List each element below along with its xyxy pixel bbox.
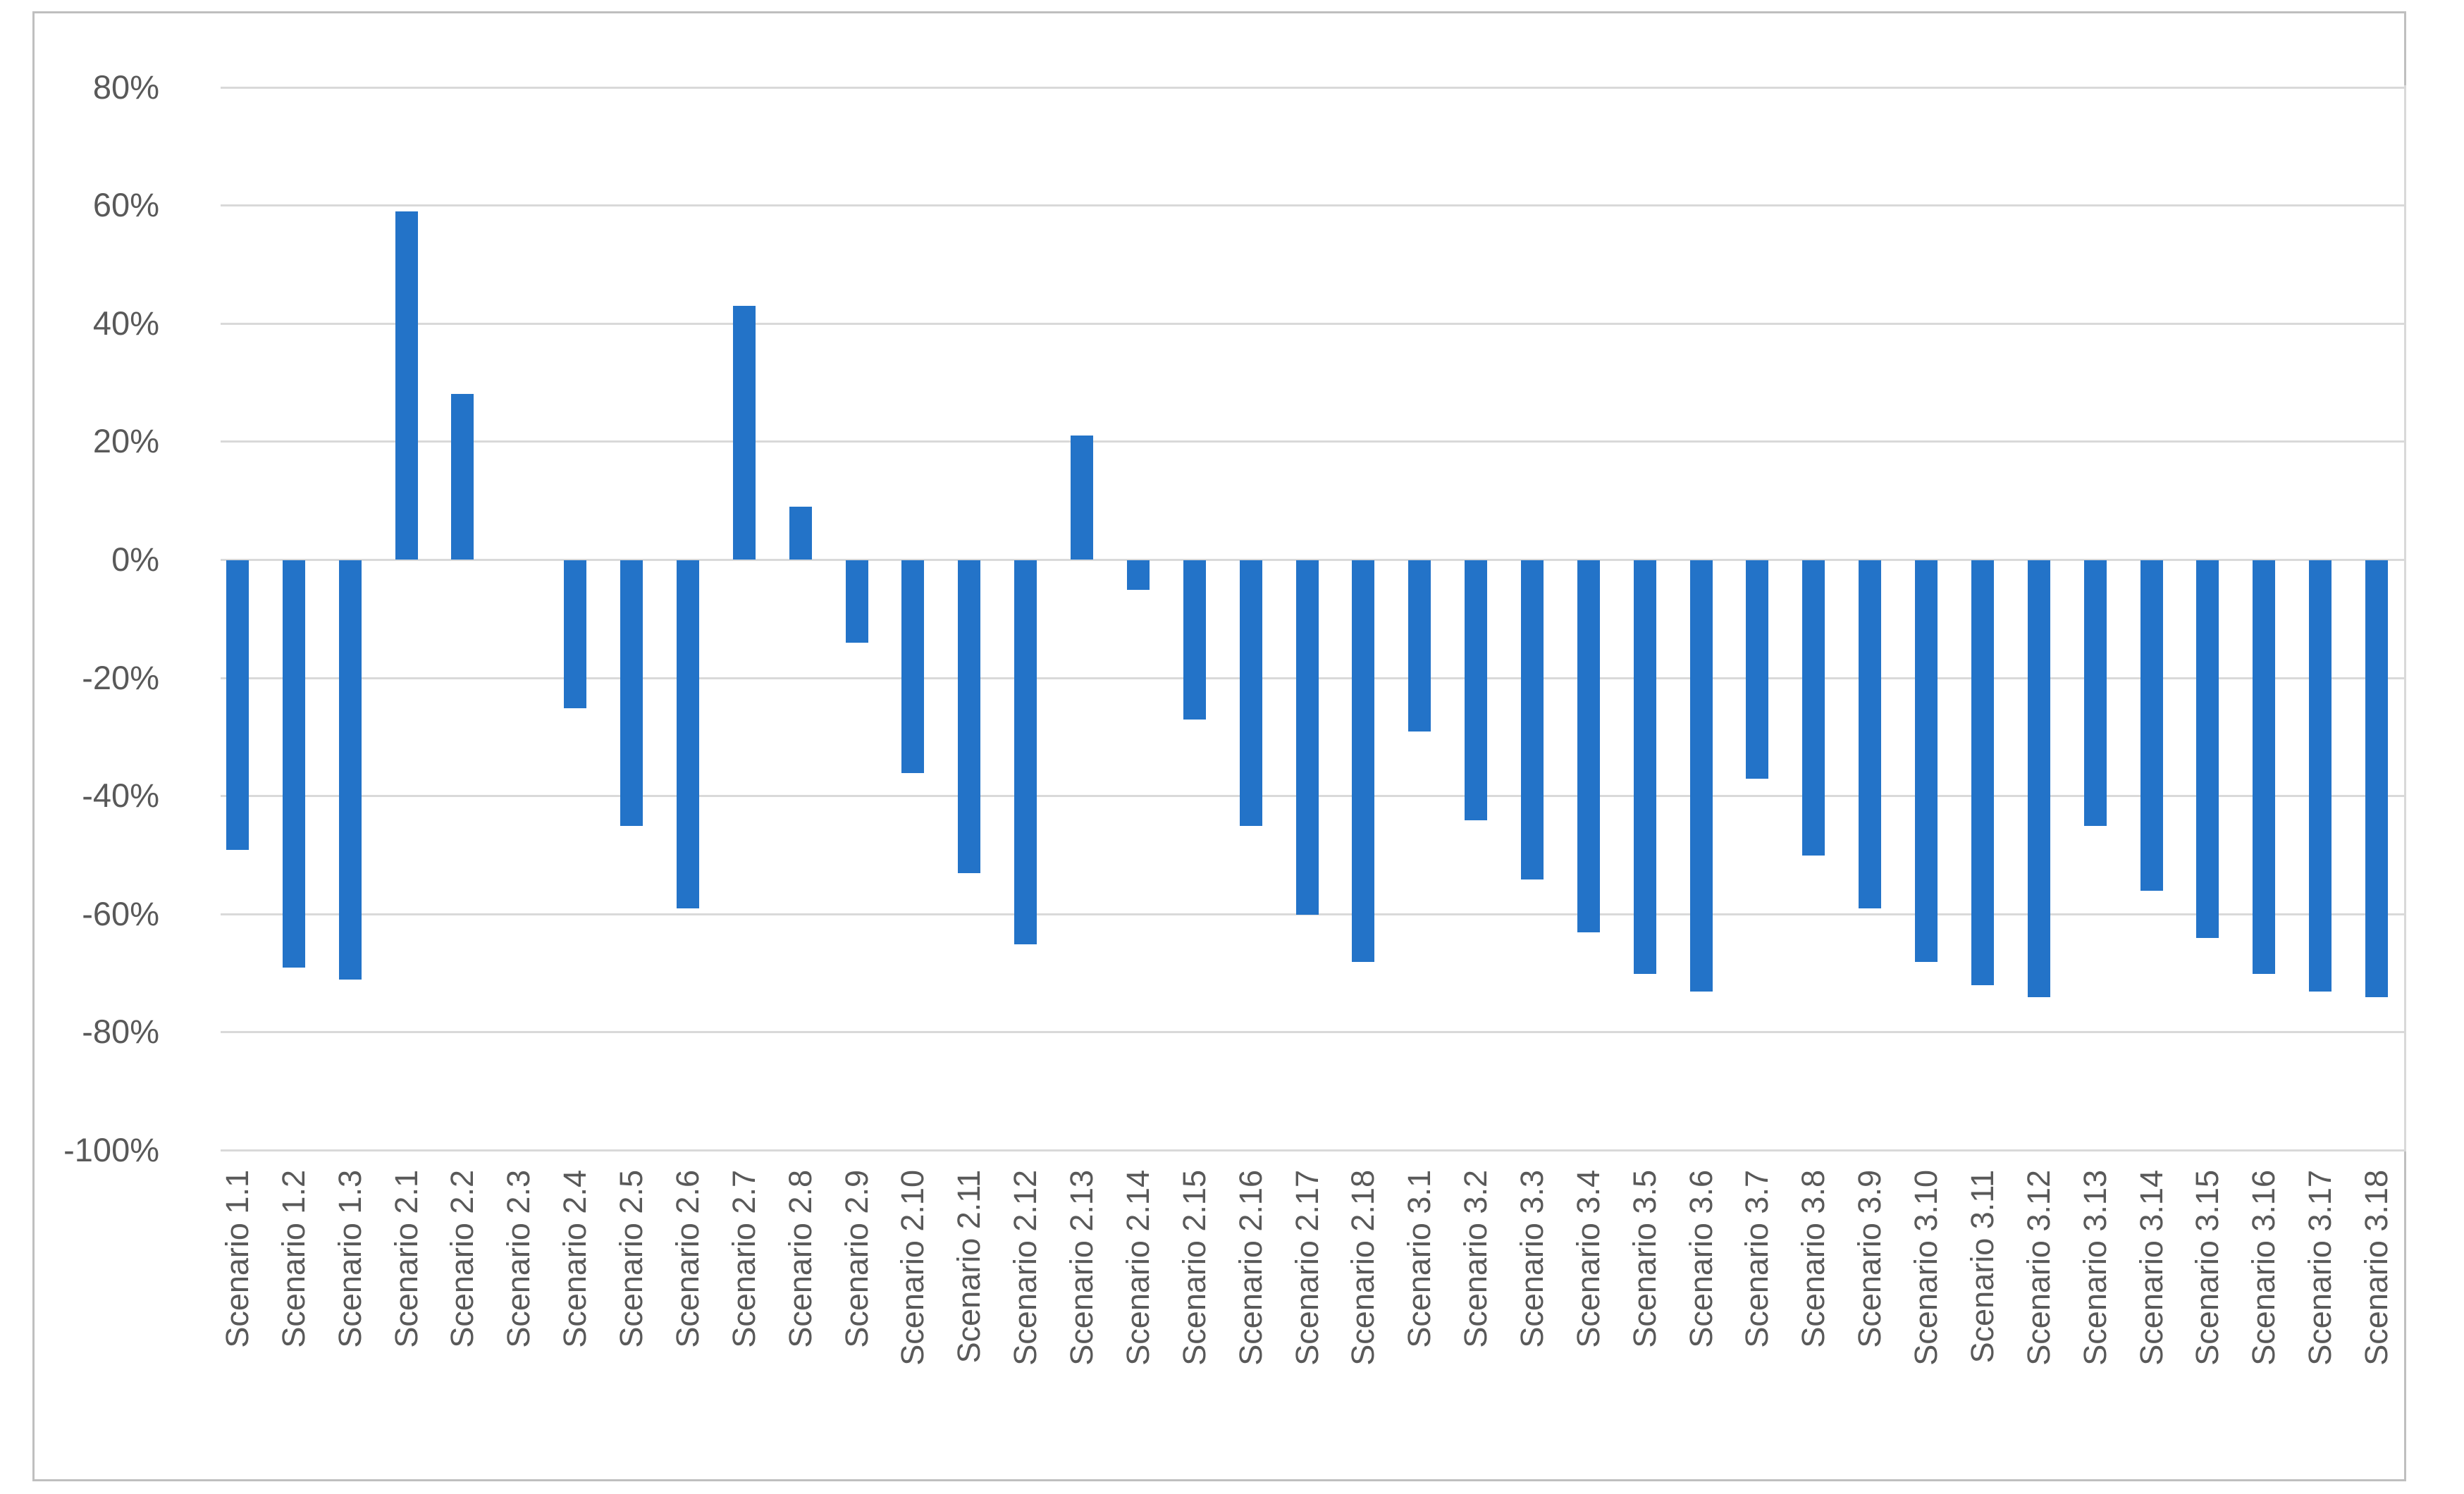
x-tick-label: Scenario 1.3	[332, 1170, 368, 1348]
gridline-60%	[221, 204, 2406, 206]
bar-scenario-2.4	[564, 560, 586, 708]
gridline-40%	[221, 323, 2406, 325]
plot-right-border	[2404, 85, 2406, 1152]
x-tick-label: Scenario 3.15	[2189, 1170, 2225, 1366]
x-tick-label: Scenario 2.6	[670, 1170, 706, 1348]
x-tick-label: Scenario 2.9	[839, 1170, 875, 1348]
x-tick-label: Scenario 2.5	[613, 1170, 649, 1348]
y-tick-label: -20%	[82, 659, 159, 696]
x-tick-label: Scenario 3.17	[2302, 1170, 2338, 1366]
x-tick-label: Scenario 2.2	[444, 1170, 480, 1348]
bar-scenario-2.7	[733, 306, 756, 560]
bar-scenario-3.11	[1971, 560, 1994, 985]
x-tick-label: Scenario 2.8	[782, 1170, 818, 1348]
x-tick-label: Scenario 2.7	[726, 1170, 762, 1348]
x-tick-label: Scenario 2.12	[1007, 1170, 1043, 1366]
x-tick-label: Scenario 3.12	[2021, 1170, 2057, 1366]
bar-scenario-1.2	[283, 560, 305, 968]
bar-scenario-2.6	[677, 560, 699, 908]
bar-scenario-1.1	[226, 560, 249, 850]
bar-scenario-3.17	[2309, 560, 2331, 992]
bar-scenario-3.5	[1634, 560, 1656, 974]
bar-scenario-3.7	[1746, 560, 1768, 779]
x-tick-label: Scenario 3.10	[1908, 1170, 1944, 1366]
bar-scenario-2.13	[1071, 436, 1093, 560]
x-tick-label: Scenario 2.14	[1120, 1170, 1156, 1366]
x-tick-label: Scenario 1.1	[219, 1170, 255, 1348]
x-tick-label: Scenario 3.6	[1683, 1170, 1719, 1348]
gridline--80%	[221, 1031, 2406, 1033]
x-tick-label: Scenario 2.15	[1176, 1170, 1212, 1366]
bar-scenario-2.2	[451, 394, 474, 560]
y-tick-label: 80%	[92, 68, 159, 106]
bar-scenario-3.18	[2365, 560, 2388, 997]
bar-scenario-3.14	[2140, 560, 2163, 891]
x-tick-label: Scenario 3.11	[1964, 1170, 2000, 1364]
bar-scenario-2.16	[1240, 560, 1262, 826]
bar-scenario-2.8	[789, 507, 812, 560]
bar-scenario-3.9	[1859, 560, 1881, 908]
bar-scenario-3.15	[2196, 560, 2219, 938]
x-tick-label: Scenario 3.5	[1627, 1170, 1663, 1348]
x-tick-label: Scenario 3.13	[2077, 1170, 2113, 1366]
y-tick-label: 60%	[92, 186, 159, 223]
gridline-0%	[221, 559, 2406, 561]
bar-scenario-3.13	[2084, 560, 2107, 826]
x-tick-label: Scenario 3.16	[2246, 1170, 2281, 1366]
x-tick-label: Scenario 2.1	[388, 1170, 424, 1348]
bar-scenario-3.16	[2253, 560, 2275, 974]
x-tick-label: Scenario 3.4	[1570, 1170, 1606, 1348]
x-tick-label: Scenario 3.2	[1458, 1170, 1493, 1348]
x-tick-label: Scenario 2.4	[557, 1170, 593, 1348]
bar-scenario-1.3	[339, 560, 362, 980]
bar-scenario-3.2	[1465, 560, 1487, 820]
chart-frame	[32, 11, 2406, 1481]
x-tick-label: Scenario 2.13	[1064, 1170, 1099, 1366]
y-tick-label: -40%	[82, 777, 159, 814]
y-tick-label: 40%	[92, 304, 159, 342]
x-tick-label: Scenario 3.14	[2133, 1170, 2169, 1366]
y-tick-label: 0%	[111, 541, 159, 578]
y-tick-label: -100%	[63, 1131, 159, 1168]
gridline--100%	[221, 1149, 2406, 1152]
bar-scenario-3.3	[1521, 560, 1544, 879]
x-tick-label: Scenario 3.3	[1514, 1170, 1550, 1348]
x-tick-label: Scenario 2.18	[1345, 1170, 1381, 1366]
bar-scenario-3.10	[1915, 560, 1938, 962]
bar-scenario-3.8	[1802, 560, 1825, 856]
bar-scenario-3.6	[1690, 560, 1713, 992]
x-tick-label: Scenario 3.8	[1795, 1170, 1831, 1348]
bar-scenario-3.1	[1408, 560, 1431, 731]
bar-scenario-2.1	[395, 211, 418, 560]
x-tick-label: Scenario 2.16	[1233, 1170, 1269, 1366]
bar-scenario-3.4	[1577, 560, 1600, 932]
x-tick-label: Scenario 1.2	[276, 1170, 312, 1348]
x-tick-label: Scenario 3.9	[1852, 1170, 1887, 1348]
x-tick-label: Scenario 2.11	[951, 1170, 987, 1364]
x-tick-label: Scenario 2.17	[1289, 1170, 1325, 1366]
x-tick-label: Scenario 3.7	[1739, 1170, 1775, 1348]
x-tick-label: Scenario 3.18	[2358, 1170, 2394, 1366]
bar-scenario-2.17	[1296, 560, 1319, 915]
gridline-20%	[221, 440, 2406, 443]
bar-scenario-2.15	[1183, 560, 1206, 720]
bar-scenario-2.11	[958, 560, 980, 873]
bar-scenario-3.12	[2028, 560, 2050, 997]
bar-scenario-2.14	[1127, 560, 1150, 590]
y-tick-label: 20%	[92, 422, 159, 459]
x-tick-label: Scenario 2.10	[894, 1170, 930, 1366]
gridline-80%	[221, 87, 2406, 89]
x-tick-label: Scenario 2.3	[500, 1170, 536, 1348]
bar-scenario-2.10	[901, 560, 924, 773]
y-tick-label: -60%	[82, 895, 159, 932]
bar-scenario-2.18	[1352, 560, 1374, 962]
bar-scenario-2.12	[1014, 560, 1037, 944]
bar-scenario-2.9	[846, 560, 868, 643]
y-tick-label: -80%	[82, 1013, 159, 1050]
bar-scenario-2.5	[620, 560, 643, 826]
x-tick-label: Scenario 3.1	[1401, 1170, 1437, 1348]
